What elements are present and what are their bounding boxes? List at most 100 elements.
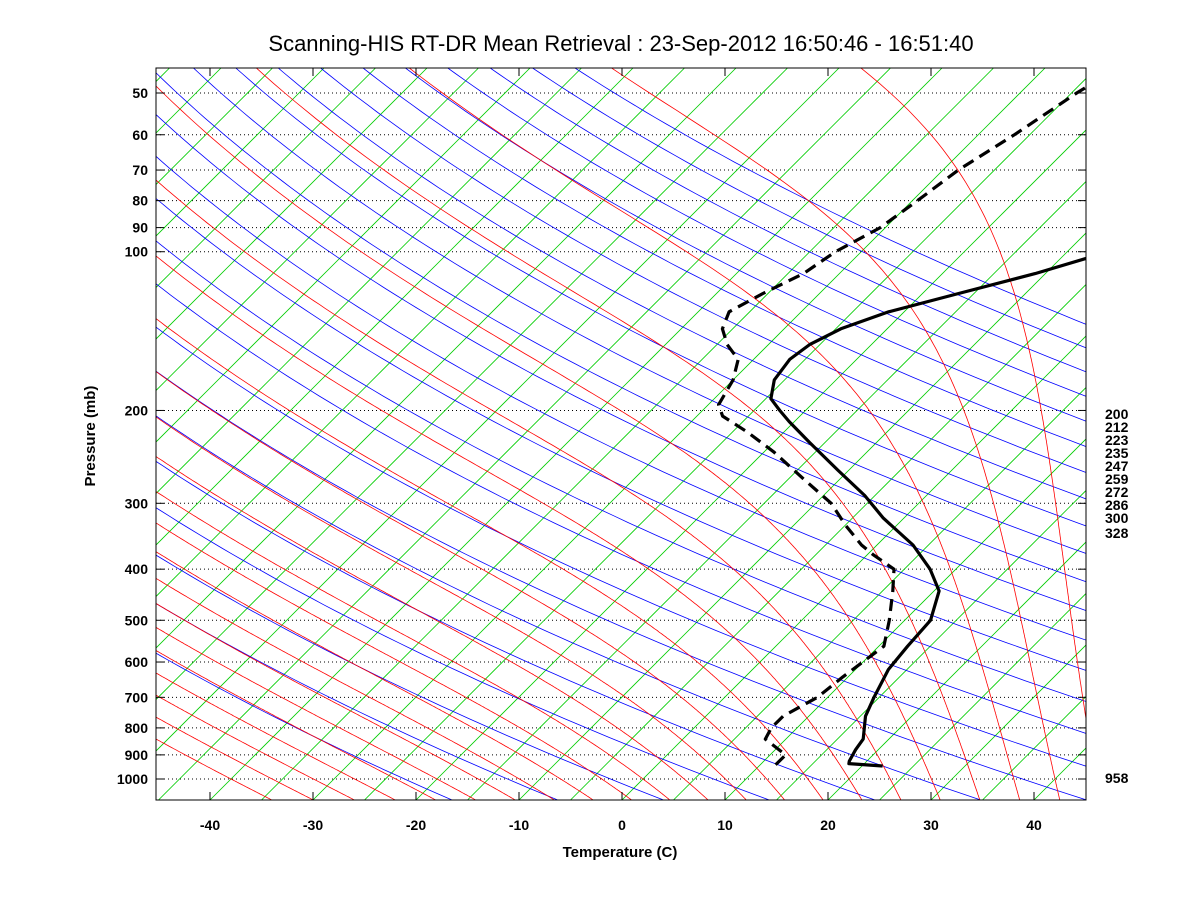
dry-adiabat <box>156 370 1086 800</box>
isotherm <box>156 68 377 289</box>
dry-adiabat <box>156 415 982 800</box>
moist-adiabat <box>156 522 633 800</box>
right-label: 259 <box>1105 471 1129 487</box>
y-tick-label: 50 <box>132 85 148 101</box>
dry-adiabat <box>319 68 1086 473</box>
dry-adiabat <box>156 460 877 800</box>
x-tick-label: 40 <box>1026 817 1042 833</box>
isotherm <box>878 592 1086 800</box>
isotherm <box>156 68 840 752</box>
moist-adiabat <box>408 68 1021 800</box>
moist-adiabat <box>255 68 981 800</box>
isotherm <box>156 68 789 701</box>
isotherm <box>156 68 634 546</box>
dry-adiabat <box>156 197 1086 671</box>
y-tick-label: 600 <box>125 654 149 670</box>
y-tick-label: 300 <box>125 495 149 511</box>
y-tick-label: 60 <box>132 127 148 143</box>
dry-adiabat <box>156 652 454 800</box>
isotherm <box>981 695 1086 800</box>
moist-adiabat <box>156 738 273 800</box>
moist-adiabat <box>156 694 356 800</box>
y-tick-label: 200 <box>125 402 149 418</box>
isotherm <box>1084 798 1086 800</box>
isotherm <box>466 180 1086 800</box>
moist-adiabat <box>156 456 709 800</box>
x-tick-label: 0 <box>618 817 626 833</box>
x-tick-label: 20 <box>820 817 836 833</box>
y-tick-label: 400 <box>125 561 149 577</box>
isotherm <box>156 68 686 598</box>
isotherm <box>0 42 144 801</box>
profile-series <box>717 85 1086 768</box>
isotherm <box>156 68 325 237</box>
dry-adiabat <box>156 554 665 800</box>
dry-adiabat <box>156 283 1086 734</box>
moist-adiabat <box>156 672 397 800</box>
moist-adiabat <box>156 626 477 800</box>
isotherm <box>363 77 1086 800</box>
dry-adiabat <box>192 68 1086 554</box>
dry-adiabat <box>574 68 1086 325</box>
x-tick-label: -40 <box>200 817 220 833</box>
x-tick-label: -30 <box>303 817 323 833</box>
plot-frame <box>155 67 1087 801</box>
temperature-profile-line <box>769 256 1086 768</box>
isotherm <box>930 644 1086 800</box>
isotherm <box>672 386 1086 800</box>
dry-adiabat <box>156 114 1086 611</box>
moist-adiabat <box>156 85 941 800</box>
y-axis: 50 60 70 80 90 100 200 300 400 500 600 700 800 900 100… <box>117 85 1086 787</box>
isotherm <box>156 68 480 392</box>
isotherm <box>569 283 1086 800</box>
dry-adiabat <box>447 68 1086 397</box>
y-tick-label: 900 <box>125 747 149 763</box>
right-label: 235 <box>1105 445 1129 461</box>
y-tick-label: 80 <box>132 193 148 209</box>
moist-adiabat <box>156 371 786 800</box>
dry-adiabat <box>156 326 1086 767</box>
isotherm <box>827 541 1086 800</box>
chart-title: Scanning-HIS RT-DR Mean Retrieval : 23-S… <box>268 31 973 56</box>
moist-adiabat <box>156 490 671 800</box>
y-tick-label: 1000 <box>117 771 148 787</box>
moist-adiabat <box>610 68 1061 800</box>
moist-adiabat <box>860 68 1086 721</box>
right-label: 272 <box>1105 484 1129 500</box>
y-tick-label: 70 <box>132 162 148 178</box>
right-label: 328 <box>1105 525 1129 541</box>
dry-adiabat <box>404 68 1086 422</box>
dry-adiabat <box>156 72 1086 583</box>
y-tick-label: 100 <box>125 244 149 260</box>
dry-adiabat <box>156 240 1086 702</box>
y-tick-label: 700 <box>125 689 149 705</box>
dry-adiabat <box>277 68 1086 500</box>
x-axis: -40 -30 -20 -10 0 10 20 30 40 <box>200 68 1042 833</box>
moist-adiabat <box>156 577 556 800</box>
isotherm <box>156 68 274 186</box>
moist-adiabat <box>156 716 315 800</box>
right-label: 286 <box>1105 497 1129 513</box>
y-tick-label: 90 <box>132 220 148 236</box>
dewpoint-profile-line <box>717 85 1086 766</box>
dry-adiabat <box>489 68 1086 373</box>
dry-adiabat <box>362 68 1086 448</box>
dry-adiabat <box>156 603 559 800</box>
moist-adiabat <box>156 416 747 800</box>
dry-adiabat <box>531 68 1086 349</box>
moist-adiabat <box>156 318 824 800</box>
moist-adiabat <box>156 255 863 800</box>
y-axis-label: Pressure (mb) <box>82 386 99 487</box>
isotherm <box>621 335 1086 800</box>
dry-adiabat <box>156 507 771 800</box>
right-label: 200 <box>1105 406 1129 422</box>
right-label: 212 <box>1105 419 1129 435</box>
x-tick-label: 30 <box>923 817 939 833</box>
isotherm <box>156 68 222 134</box>
y-tick-label: 500 <box>125 612 149 628</box>
dry-adiabat <box>156 155 1086 641</box>
y-tick-label: 800 <box>125 720 149 736</box>
isotherm <box>156 68 531 443</box>
isotherm <box>775 489 1086 800</box>
